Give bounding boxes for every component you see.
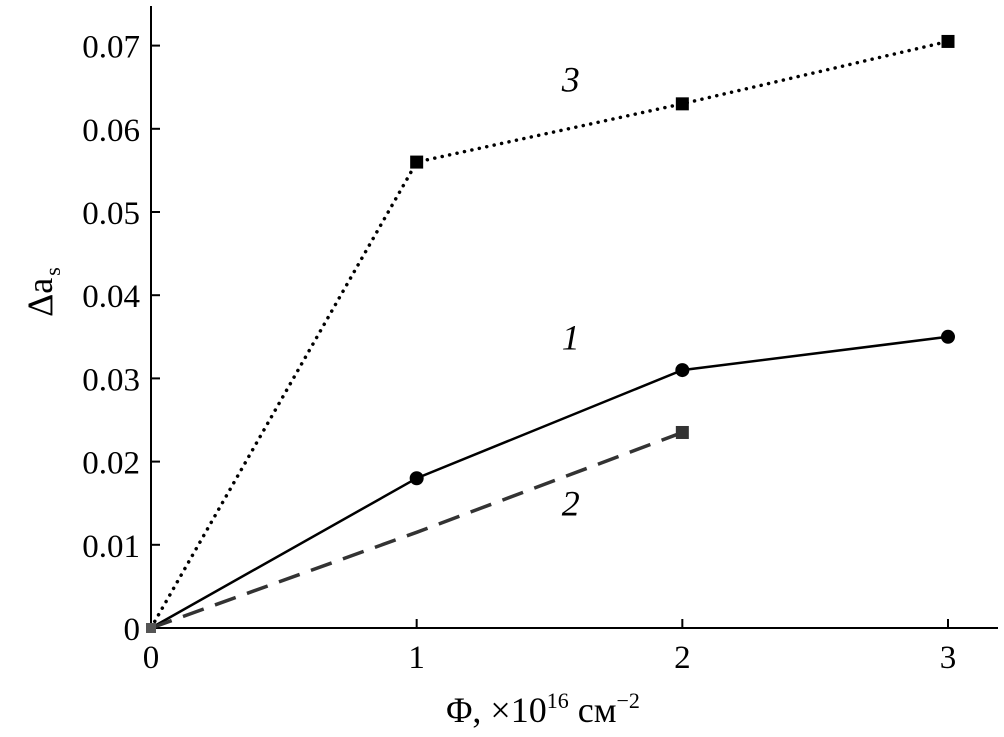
y-tick-label: 0.01	[82, 529, 140, 565]
y-tick-label: 0.03	[82, 362, 140, 398]
series-line-1	[150, 335, 949, 630]
y-axis-title: Δa s	[20, 267, 65, 317]
series-layer	[146, 34, 955, 633]
x-tick-label: 0	[143, 640, 160, 676]
series-label-2: 2	[562, 484, 580, 524]
y-tick-label: 0.07	[82, 30, 140, 66]
x-tick-label: 1	[408, 640, 425, 676]
ticks: 0 0.01 0.02 0.03 0.04 0.05 0.06 0.07 0 1 2 3	[82, 30, 956, 676]
data-point	[675, 425, 689, 439]
x-axis-title-unit: см	[569, 690, 617, 730]
y-tick-label: 0.04	[82, 279, 140, 315]
y-tick-label: 0	[124, 612, 141, 648]
data-point	[675, 363, 690, 378]
x-tick-label: 3	[940, 640, 957, 676]
series-3	[146, 34, 955, 633]
x-axis-title-sup: 16	[547, 688, 569, 713]
x-axis-title-unit-sup: −2	[616, 688, 639, 713]
data-point	[675, 97, 689, 111]
axes	[150, 6, 998, 629]
data-point	[410, 155, 424, 169]
y-tick-label: 0.02	[82, 446, 140, 482]
series-2	[146, 425, 689, 633]
x-tick-label: 2	[674, 640, 691, 676]
data-point	[941, 329, 955, 344]
y-axis-title-main: Δa	[20, 278, 60, 317]
y-axis-title-sub: s	[40, 267, 65, 276]
origin-point	[146, 623, 156, 633]
series-line-3	[149, 39, 950, 630]
series-label-3: 3	[561, 59, 580, 99]
x-axis-title-main: Φ, ×10	[446, 690, 547, 730]
y-tick-label: 0.06	[82, 113, 140, 149]
x-axis-title: Φ, ×1016 см−2	[446, 688, 640, 730]
labels: 1 2 3	[561, 59, 580, 523]
data-point	[941, 34, 955, 48]
series-label-1: 1	[562, 317, 580, 357]
data-point	[409, 471, 424, 486]
series-line-2	[150, 430, 683, 630]
y-tick-label: 0.05	[82, 196, 140, 232]
